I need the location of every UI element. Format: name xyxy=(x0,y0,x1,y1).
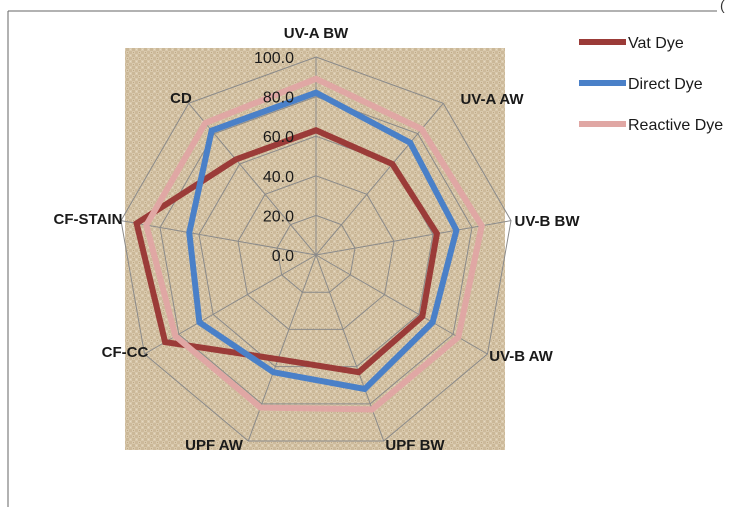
grid-ring xyxy=(276,214,356,293)
legend-label: Vat Dye xyxy=(628,35,684,52)
tick-label: 100.0 xyxy=(254,50,294,67)
tick-label: 60.0 xyxy=(263,129,294,146)
tick-label: 20.0 xyxy=(263,208,294,225)
category-label: UV-B AW xyxy=(489,348,553,365)
tick-label: 0.0 xyxy=(272,248,294,265)
tick-labels: 0.0 20.0 40.0 60.0 80.0 100.0 xyxy=(254,50,294,265)
grid-ring xyxy=(237,175,395,330)
grid-spoke xyxy=(315,220,512,256)
series-line-reactive-dye xyxy=(143,75,485,413)
category-label: CF-STAIN xyxy=(54,211,123,228)
category-label: UV-A BW xyxy=(284,25,349,42)
plot-background xyxy=(125,48,505,450)
tick-label: 80.0 xyxy=(263,90,294,107)
corner-mark: ( xyxy=(720,0,725,13)
category-labels: UV-A BW UV-A AW UV-B BW UV-B AW UPF BW UPF AW… xyxy=(54,25,581,454)
grid-ring xyxy=(159,96,473,405)
category-label: UV-A AW xyxy=(460,91,524,108)
tick-label: 40.0 xyxy=(263,169,294,186)
series-layer xyxy=(133,75,485,413)
category-label: CD xyxy=(170,90,192,107)
series-line-vat-dye xyxy=(133,127,441,376)
series-line-direct-dye xyxy=(186,89,460,393)
legend: Vat Dye Direct Dye Reactive Dye xyxy=(579,35,723,134)
category-label: UV-B BW xyxy=(515,213,581,230)
category-label: UPF AW xyxy=(185,437,244,454)
category-label: CF-CC xyxy=(102,344,149,361)
category-label: UPF BW xyxy=(385,437,445,454)
grid-ring xyxy=(120,56,512,442)
legend-label: Direct Dye xyxy=(628,76,703,93)
legend-label: Reactive Dye xyxy=(628,117,723,134)
grid-spoke xyxy=(120,220,317,256)
